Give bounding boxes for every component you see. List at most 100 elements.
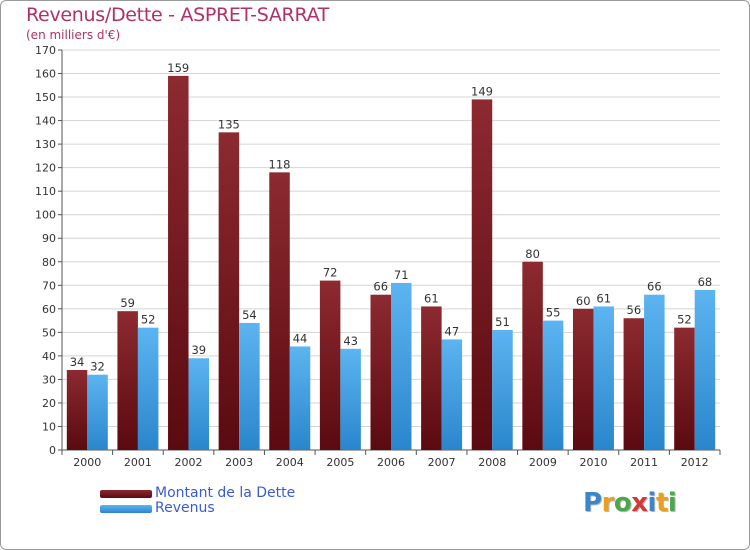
x-tick-label: 2006 <box>377 456 405 469</box>
x-tick-label: 2002 <box>175 456 203 469</box>
bar-revenus <box>188 358 210 450</box>
bar-dette <box>319 280 341 450</box>
axes: 0 10 20 30 40 50 60 70 80 90 100 110 120 130 140 150 160… <box>35 44 721 469</box>
bar-dette <box>168 75 189 450</box>
y-tick-label: 70 <box>42 279 56 292</box>
bar-revenus <box>87 374 108 450</box>
value-label: 32 <box>90 360 105 374</box>
x-tick-label: 2012 <box>681 456 709 469</box>
x-tick-label: 2004 <box>276 456 304 469</box>
y-tick-label: 20 <box>42 397 56 410</box>
value-label: 159 <box>167 61 189 75</box>
x-tick-label: 2011 <box>630 456 658 469</box>
logo-letter: i <box>667 488 677 518</box>
y-tick-label: 0 <box>49 444 56 457</box>
value-label: 47 <box>445 324 460 338</box>
bar-dette <box>471 99 493 450</box>
bar-dette <box>117 311 138 450</box>
value-label: 118 <box>269 157 291 171</box>
bar-revenus <box>441 339 463 450</box>
y-tick-label: 110 <box>35 185 56 198</box>
y-tick-label: 140 <box>35 115 56 128</box>
value-label: 61 <box>424 291 439 305</box>
value-label: 55 <box>546 306 561 320</box>
x-tick-label: 2000 <box>73 456 101 469</box>
bar-dette <box>674 327 695 450</box>
y-tick-label: 100 <box>35 209 56 222</box>
x-tick-label: 2003 <box>225 456 253 469</box>
x-tick-label: 2010 <box>579 456 607 469</box>
logo-letter: i <box>647 488 657 518</box>
logo-letter: r <box>601 488 615 518</box>
x-tick-label: 2007 <box>428 456 456 469</box>
value-label: 61 <box>596 291 611 305</box>
proxiti-logo: Proxiti <box>583 488 677 518</box>
bar-revenus <box>492 330 513 450</box>
y-tick-label: 60 <box>42 303 56 316</box>
y-tick-label: 10 <box>42 420 56 433</box>
y-tick-label: 50 <box>42 326 56 339</box>
value-label: 56 <box>627 303 642 317</box>
value-label: 68 <box>698 275 713 289</box>
value-label: 80 <box>525 247 540 261</box>
bar-revenus <box>542 320 564 450</box>
value-label: 59 <box>120 296 135 310</box>
bar-revenus <box>694 290 716 450</box>
value-label: 72 <box>323 266 338 280</box>
bar-dette <box>218 132 240 450</box>
bar-revenus <box>137 327 159 450</box>
logo-letter: t <box>655 488 668 518</box>
value-label: 52 <box>141 313 156 327</box>
value-labels: 34 59 159 135 118 72 66 61 149 80 60 56 52 32 52 39 54 44… <box>70 61 713 374</box>
logo-letter: P <box>583 488 602 518</box>
bar-dette <box>370 294 391 450</box>
bar-chart: 0 10 20 30 40 50 60 70 80 90 100 110 120 130 140 150 160… <box>35 44 721 469</box>
bar-revenus <box>644 294 665 450</box>
bar-revenus <box>239 322 260 450</box>
y-tick-label: 120 <box>35 162 56 175</box>
x-tick-label: 2001 <box>124 456 152 469</box>
logo-letter: x <box>631 488 648 518</box>
value-label: 52 <box>677 313 692 327</box>
legend-swatch-debt <box>100 490 152 498</box>
bar-dette <box>623 318 645 450</box>
legend-label-debt: Montant de la Dette <box>155 485 296 501</box>
y-tick-label: 130 <box>35 138 56 151</box>
bars <box>66 75 716 450</box>
y-tick-label: 30 <box>42 373 56 386</box>
x-tick-label: 2008 <box>478 456 506 469</box>
value-label: 66 <box>647 280 662 294</box>
value-label: 34 <box>70 355 85 369</box>
bar-revenus <box>391 282 412 450</box>
bar-revenus <box>593 306 614 450</box>
y-tick-label: 150 <box>35 91 56 104</box>
bar-dette <box>572 308 594 450</box>
chart-subtitle: (en milliers d'€) <box>26 28 121 42</box>
y-tick-label: 90 <box>42 232 56 245</box>
value-label: 39 <box>191 343 206 357</box>
value-label: 66 <box>373 280 388 294</box>
bar-dette <box>522 261 543 450</box>
value-label: 43 <box>343 334 358 348</box>
y-tick-label: 160 <box>35 68 56 81</box>
value-label: 51 <box>495 315 510 329</box>
bar-dette <box>269 172 290 450</box>
chart-title: Revenus/Dette - ASPRET-SARRAT <box>26 4 330 26</box>
legend-label-revenus: Revenus <box>155 500 215 516</box>
bar-dette <box>66 370 88 450</box>
y-tick-label: 170 <box>35 44 56 57</box>
logo-letter: o <box>613 488 632 518</box>
bar-revenus <box>289 346 311 450</box>
value-label: 44 <box>293 331 308 345</box>
y-tick-label: 80 <box>42 256 56 269</box>
value-label: 71 <box>394 268 409 282</box>
value-label: 54 <box>242 308 257 322</box>
value-label: 149 <box>471 84 493 98</box>
value-label: 60 <box>576 294 591 308</box>
value-label: 135 <box>218 117 240 131</box>
x-tick-label: 2009 <box>529 456 557 469</box>
x-tick-label: 2005 <box>326 456 354 469</box>
legend-swatch-revenus <box>100 505 152 513</box>
bar-revenus <box>340 348 361 450</box>
